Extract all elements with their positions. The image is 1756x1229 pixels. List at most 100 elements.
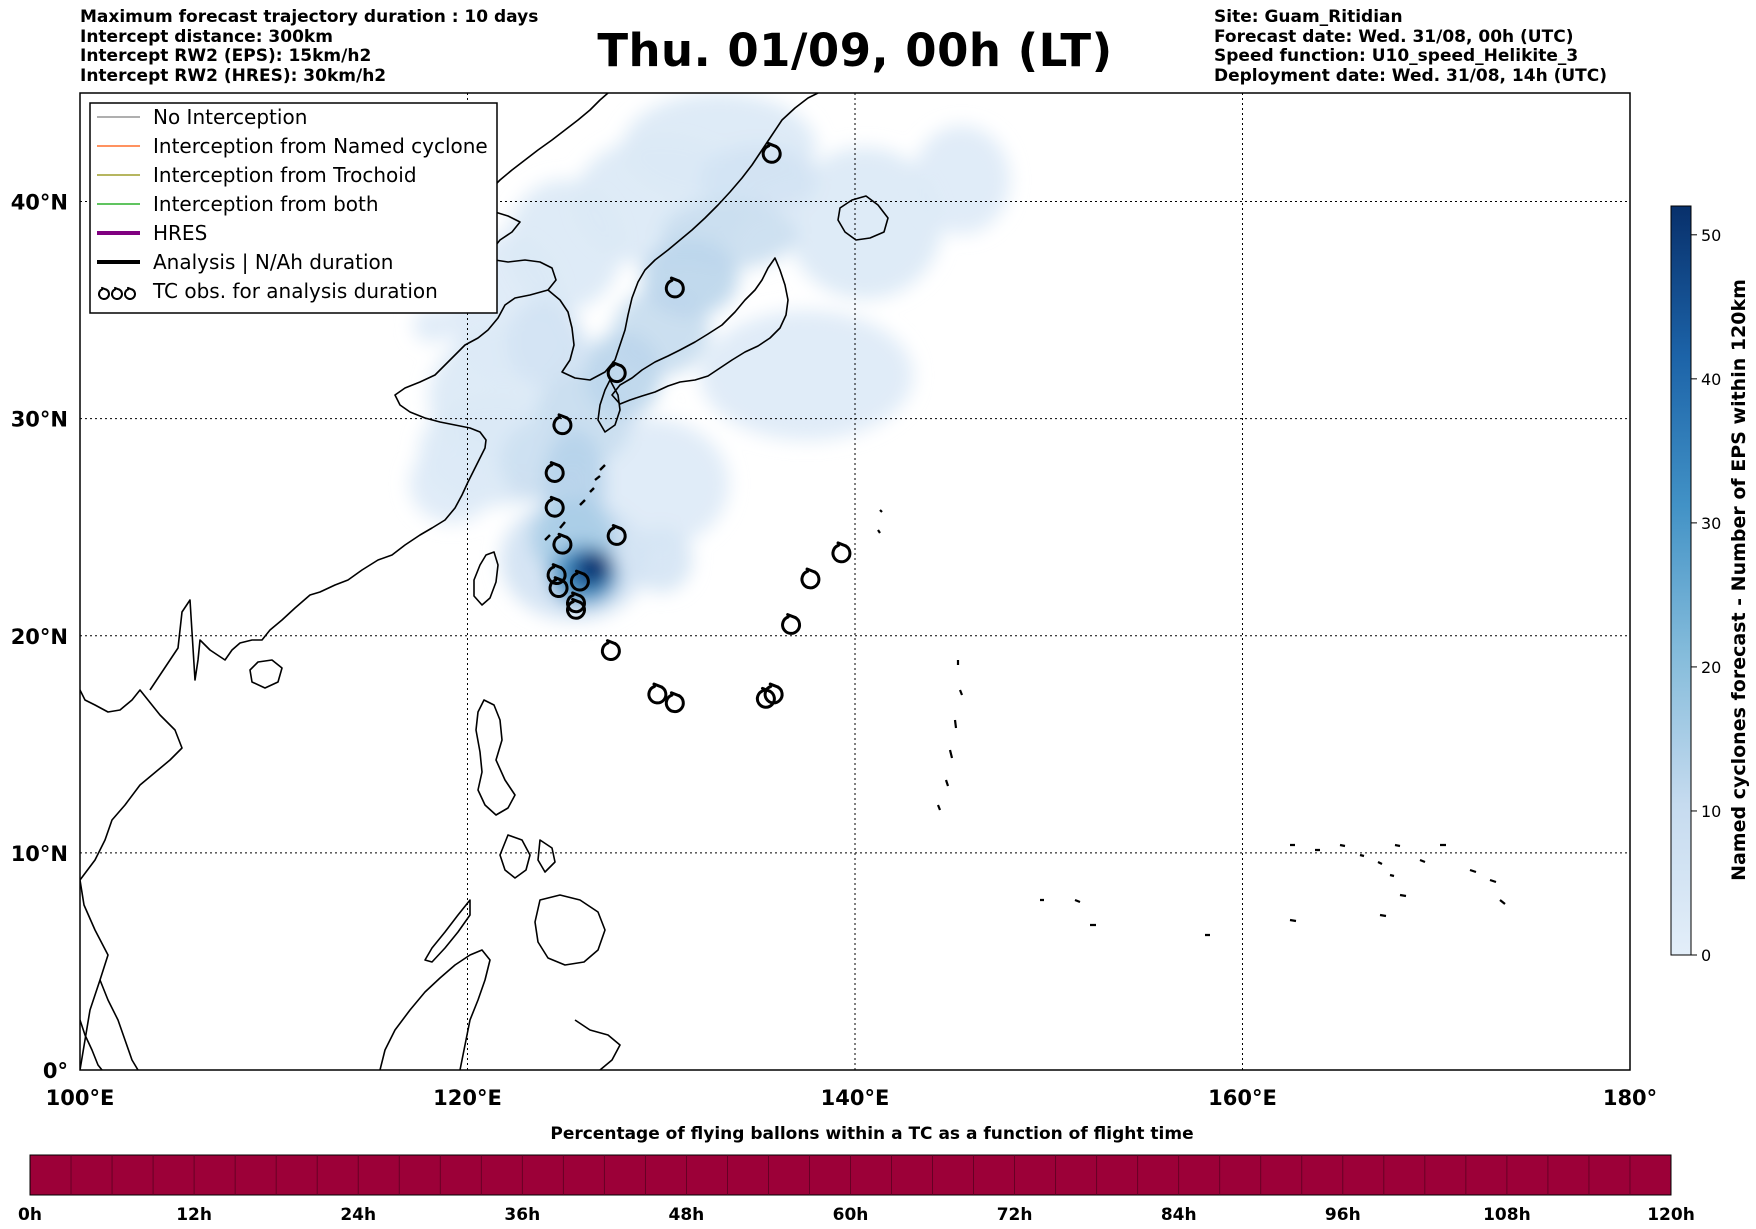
density-blob	[641, 238, 739, 317]
colorbar-ramp	[1670, 205, 1692, 956]
tc-legend-icon	[98, 286, 110, 300]
tc-observation-icon	[600, 639, 621, 661]
tc-observation-icon	[647, 682, 668, 705]
flight-bar-tick-label: 12h	[176, 1205, 212, 1225]
eps-density-layer	[409, 93, 1010, 621]
flight-bar-tick-label: 36h	[504, 1205, 540, 1225]
forecast-date: Forecast date: Wed. 31/08, 00h (UTC)	[1214, 26, 1574, 47]
coastlines	[80, 93, 1506, 1070]
colorbar-tick-label: 50	[1701, 226, 1721, 245]
density-blob	[913, 125, 1010, 235]
tc-observation-icon	[781, 613, 802, 635]
lon-tick-label: 100°E	[46, 1086, 115, 1110]
density-blob	[700, 145, 817, 215]
tc-observation-icon	[664, 691, 685, 714]
coastline-mindanao	[534, 894, 606, 966]
colorbar-tick-label: 0	[1701, 946, 1711, 965]
colorbar-tick-label: 30	[1701, 514, 1721, 533]
tc-observation-icon	[548, 576, 569, 598]
colorbar: 0 10 20 30 40 50 Named cyclones forecast - Nu…	[1670, 205, 1750, 965]
tc-observation-icon	[831, 541, 852, 564]
flight-bar-tick-label: 84h	[1161, 1205, 1197, 1225]
tc-observation-icon	[763, 682, 784, 705]
flight-bar-tick-label: 60h	[833, 1205, 869, 1225]
tc-observation-icon	[552, 413, 573, 436]
legend-item: Analysis | N/Ah duration	[97, 250, 393, 274]
flight-time-bar: Percentage of flying ballons within a TC…	[18, 1124, 1695, 1225]
tc-observation-icon	[544, 495, 565, 518]
deployment-date: Deployment date: Wed. 31/08, 14h (UTC)	[1214, 65, 1608, 86]
legend: No Interception Interception from Named c…	[89, 102, 498, 314]
legend-item: Interception from Named cyclone	[97, 134, 488, 158]
coastline-taiwan	[473, 551, 499, 606]
tc-observation-icon	[566, 591, 586, 614]
coastline-marshall	[1290, 843, 1395, 878]
site-name: Site: Guam_Ritidian	[1214, 7, 1403, 27]
tc-observation-icon	[761, 141, 782, 164]
lat-tick-label: 10°N	[11, 842, 68, 866]
colorbar-tick-label: 40	[1701, 370, 1721, 389]
density-blob	[630, 527, 693, 593]
flight-bar-tick-label: 0h	[18, 1205, 42, 1225]
flight-bar-tick-label: 24h	[340, 1205, 376, 1225]
coastline-ryukyu	[544, 464, 606, 541]
coastline-malay	[99, 979, 139, 1070]
density-blob	[506, 299, 584, 387]
tc-observation-icon	[552, 532, 573, 555]
tc-observation-icon	[569, 569, 590, 592]
lat-tick-label: 0°	[43, 1059, 68, 1083]
lon-tick-label: 160°E	[1208, 1086, 1277, 1110]
tc-legend-icon	[111, 286, 123, 300]
density-blob	[583, 331, 662, 419]
coastline-korea	[547, 93, 819, 381]
param-intercept-distance: Intercept distance: 300km	[80, 26, 333, 47]
flight-bar-tick-label: 120h	[1647, 1205, 1695, 1225]
flight-bar-tick-label: 96h	[1325, 1205, 1361, 1225]
flight-bar-title: Percentage of flying ballons within a TC…	[550, 1124, 1193, 1144]
legend-label: HRES	[153, 221, 207, 245]
legend-label: TC obs. for analysis duration	[152, 279, 438, 303]
graticule	[80, 93, 1630, 1070]
legend-label: Interception from Trochoid	[153, 163, 417, 187]
density-blob	[700, 310, 914, 441]
flight-bar-tick-label: 72h	[997, 1205, 1033, 1225]
lat-tick-label: 20°N	[11, 625, 68, 649]
legend-label: No Interception	[153, 105, 307, 129]
legend-box	[89, 102, 498, 314]
colorbar-tick-label: 10	[1701, 802, 1721, 821]
map-title: Thu. 01/09, 00h (LT)	[597, 24, 1113, 77]
tc-observation-icon	[606, 361, 627, 384]
tc-observation-icon	[800, 567, 821, 590]
tc-observation-icon	[606, 524, 627, 546]
coastline-hokkaido	[837, 195, 889, 241]
legend-item: TC obs. for analysis duration	[98, 279, 438, 303]
colorbar-label: Named cyclones forecast - Number of EPS …	[1728, 279, 1750, 881]
coastline-sumatra	[80, 1019, 103, 1070]
coastline-luzon	[475, 699, 516, 816]
legend-label: Interception from both	[153, 192, 379, 216]
legend-item: Interception from Trochoid	[97, 163, 417, 187]
lat-tick-label: 40°N	[11, 191, 68, 215]
speed-function: Speed function: U10_speed_Helikite_3	[1214, 46, 1579, 66]
legend-item: Interception from both	[97, 192, 379, 216]
density-blob	[787, 147, 943, 300]
tc-observation-icon	[566, 597, 586, 620]
param-rw2-eps: Intercept RW2 (EPS): 15km/h2	[80, 46, 372, 66]
flight-bar-tick-label: 108h	[1483, 1205, 1531, 1225]
coastline-micronesia	[1040, 843, 1506, 937]
legend-label: Interception from Named cyclone	[153, 134, 488, 158]
coastline-hainan	[249, 659, 283, 689]
coastline-palawan	[424, 899, 471, 963]
tc-observation-icon	[544, 461, 565, 483]
coastline-japan	[611, 257, 789, 405]
legend-item: No Interception	[97, 105, 307, 129]
coastline-kyushu	[597, 379, 621, 433]
tc-observation-icon	[664, 276, 685, 299]
density-blob	[413, 307, 452, 343]
tc-observations	[544, 141, 852, 714]
density-blob	[579, 551, 611, 582]
legend-label: Analysis | N/Ah duration	[153, 250, 393, 274]
coastline-visayas	[499, 834, 556, 879]
lon-tick-label: 120°E	[433, 1086, 502, 1110]
